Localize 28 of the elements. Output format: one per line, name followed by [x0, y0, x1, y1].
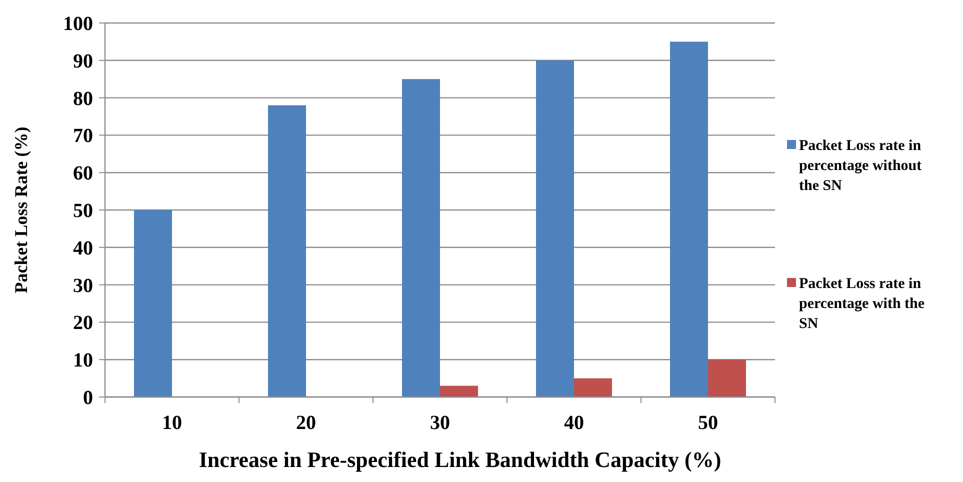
y-tick-label: 70	[73, 125, 93, 148]
y-tick-label: 50	[73, 200, 93, 222]
y-tick-label: 80	[73, 88, 93, 110]
y-tick-label: 30	[73, 274, 93, 297]
legend-label: Packet Loss rate in percentage without the SN	[799, 138, 922, 194]
bar	[440, 386, 478, 397]
x-axis-title: Increase in Pre-specified Link Bandwidth Capacity (%)	[198, 447, 722, 472]
bar	[536, 60, 574, 397]
y-tick-label: 20	[73, 312, 93, 334]
y-tick-label: 60	[73, 162, 93, 185]
bar	[574, 378, 612, 397]
legend-label: Packet Loss rate in percentage with the SN	[799, 276, 925, 332]
y-tick-label: 90	[73, 50, 93, 72]
y-tick-label: 10	[73, 350, 93, 372]
y-tick-label: 40	[73, 237, 93, 260]
bar	[268, 105, 306, 397]
y-tick-label: 0	[83, 387, 93, 409]
x-tick-label: 30	[430, 412, 450, 434]
y-tick-label: 100	[63, 13, 93, 35]
x-tick-label: 50	[698, 412, 718, 434]
bar	[402, 79, 440, 397]
bar	[134, 210, 172, 397]
x-tick-label: 10	[162, 412, 182, 434]
bar	[670, 42, 708, 397]
y-axis-title: Packet Loss Rate (%)	[11, 126, 31, 294]
x-tick-label: 40	[564, 412, 584, 434]
x-tick-label: 20	[296, 412, 316, 434]
bar	[708, 360, 746, 397]
